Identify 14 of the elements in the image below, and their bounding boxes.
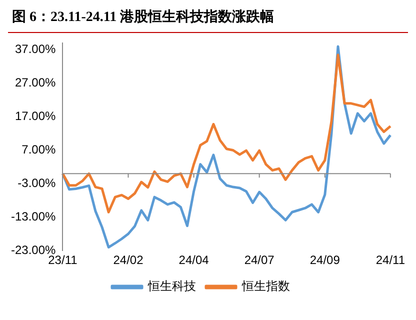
y-tick-label: 7.00% bbox=[22, 142, 56, 157]
x-tick-label: 24/04 bbox=[178, 253, 210, 268]
legend-label: 恒生科技 bbox=[147, 279, 196, 294]
x-tick-label: 24/02 bbox=[113, 253, 144, 268]
y-tick-label: 27.00% bbox=[14, 76, 56, 90]
x-tick-label: 24/07 bbox=[244, 253, 275, 268]
y-tick-label: -3.00% bbox=[18, 176, 56, 190]
chart-title: 图 6：23.11-24.11 港股恒生科技指数涨跌幅 bbox=[8, 8, 408, 33]
x-tick-label: 24/11 bbox=[376, 253, 406, 268]
y-tick-label: 37.00% bbox=[14, 42, 56, 56]
y-tick-label: -13.00% bbox=[10, 209, 56, 224]
x-tick-label: 24/09 bbox=[310, 253, 340, 268]
y-tick-label: 17.00% bbox=[14, 109, 56, 124]
legend-label: 恒生指数 bbox=[241, 279, 290, 294]
